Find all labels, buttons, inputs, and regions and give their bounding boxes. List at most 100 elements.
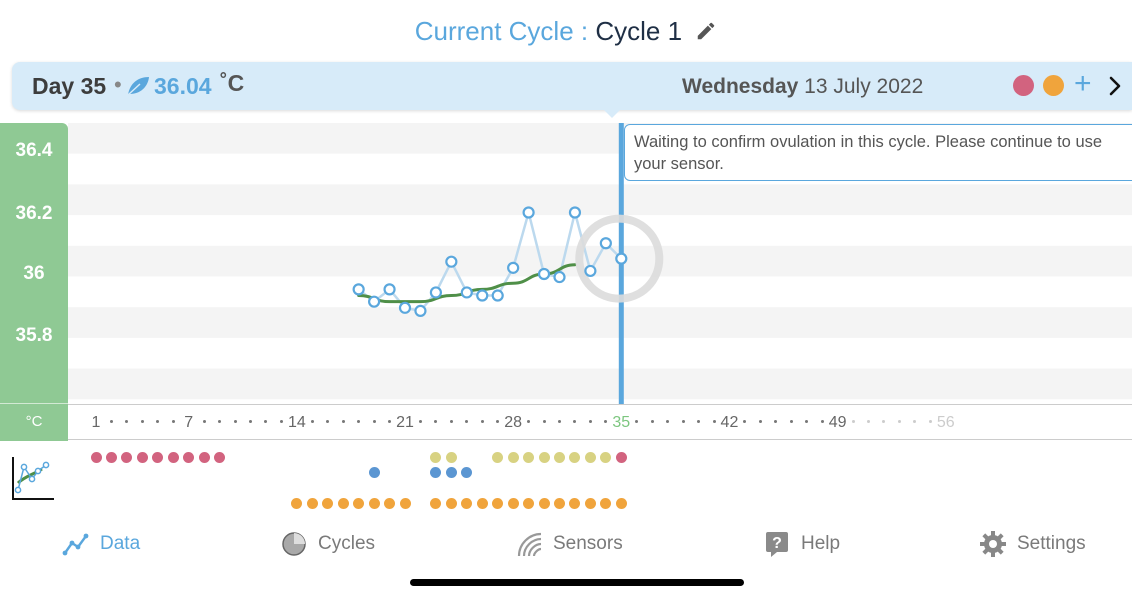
pink-marker[interactable]	[1013, 75, 1034, 96]
day-tick	[805, 420, 809, 423]
orange-dot[interactable]	[538, 497, 550, 509]
data-point	[615, 252, 628, 265]
cycle-name[interactable]: Cycle 1	[595, 16, 683, 46]
red-dot[interactable]	[167, 451, 179, 463]
page-title: Current Cycle : Cycle 1	[0, 16, 1132, 47]
orange-dot[interactable]	[569, 497, 581, 509]
day-tick	[867, 420, 870, 423]
day-tick	[357, 420, 361, 423]
nav-help[interactable]: ? Help	[763, 530, 840, 558]
day-tick	[496, 420, 500, 423]
orange-marker[interactable]	[1043, 75, 1064, 96]
chevron-right-icon[interactable]	[1108, 76, 1122, 96]
red-dot[interactable]	[121, 451, 133, 463]
day-axis-label: 42	[720, 414, 739, 431]
orange-dot[interactable]	[399, 497, 411, 509]
yellow-dot[interactable]	[507, 451, 519, 463]
temperature-chart[interactable]	[68, 123, 1132, 404]
orange-dot[interactable]	[306, 497, 318, 509]
blue-dot[interactable]	[368, 466, 380, 478]
data-point	[398, 301, 412, 314]
data-point	[537, 267, 551, 281]
yellow-dot[interactable]	[538, 451, 550, 463]
red-dot[interactable]	[214, 451, 226, 463]
orange-dot[interactable]	[492, 497, 504, 509]
yellow-dot[interactable]	[523, 451, 535, 463]
orange-dot[interactable]	[507, 497, 519, 509]
orange-dot[interactable]	[430, 497, 442, 509]
nav-data[interactable]: Data	[62, 530, 140, 558]
temperature-unit: ˚C	[220, 70, 245, 96]
day-tick	[913, 420, 917, 423]
red-dot[interactable]	[105, 451, 117, 463]
add-button[interactable]: +	[1074, 67, 1092, 100]
bar-pointer	[602, 108, 622, 118]
red-dot[interactable]	[152, 451, 164, 463]
day-tick	[789, 420, 793, 423]
day-tick	[388, 420, 392, 423]
edit-icon[interactable]	[695, 20, 717, 42]
orange-dot[interactable]	[337, 497, 349, 509]
day-tick	[666, 420, 670, 423]
day-tick	[109, 420, 113, 423]
cycles-icon	[282, 532, 306, 556]
end-dot[interactable]	[615, 451, 627, 463]
nav-settings[interactable]: Settings	[979, 530, 1086, 558]
orange-dot[interactable]	[445, 497, 457, 509]
day-tick	[465, 420, 469, 423]
orange-dot[interactable]	[615, 497, 627, 509]
data-point	[584, 264, 597, 278]
day-tick	[125, 420, 129, 423]
day-tick	[326, 420, 330, 423]
red-dot[interactable]	[136, 451, 148, 463]
day-tick	[743, 420, 747, 423]
orange-dot[interactable]	[322, 497, 334, 509]
blue-dot[interactable]	[430, 466, 442, 478]
day-tick	[882, 420, 886, 423]
orange-dot[interactable]	[476, 497, 488, 509]
day-axis[interactable]: 1 7 14 21 28 35 42 49 56	[68, 404, 1132, 440]
day-tick	[928, 420, 932, 423]
data-point	[553, 270, 566, 284]
day-tick	[712, 420, 716, 423]
yellow-dot[interactable]	[445, 451, 457, 463]
red-dot[interactable]	[90, 451, 102, 463]
date-label: Wednesday 13 July 2022	[682, 75, 923, 99]
gear-icon	[980, 531, 1006, 557]
grid-band	[68, 307, 1132, 338]
nav-sensors[interactable]: Sensors	[515, 530, 623, 558]
orange-dot[interactable]	[353, 497, 365, 509]
day-info-bar: Day 35 • 36.04 ˚C Wednesday 13 July 2022…	[12, 62, 1132, 110]
data-point	[460, 286, 473, 299]
orange-dot[interactable]	[600, 497, 612, 509]
svg-text:?: ?	[772, 535, 782, 552]
current-day-ring	[575, 214, 664, 303]
yellow-dot[interactable]	[569, 451, 581, 463]
orange-dot[interactable]	[368, 497, 380, 509]
red-dot[interactable]	[183, 451, 195, 463]
red-dot[interactable]	[198, 451, 210, 463]
chart-view-icon[interactable]	[10, 455, 56, 501]
home-indicator[interactable]	[410, 579, 744, 586]
yellow-dot[interactable]	[430, 451, 442, 463]
y-label: 36	[23, 263, 45, 284]
orange-dot[interactable]	[384, 497, 396, 509]
y-label: 36.2	[15, 203, 53, 224]
sensor-leaf-icon	[127, 77, 149, 96]
yellow-dot[interactable]	[492, 451, 504, 463]
yellow-dot[interactable]	[600, 451, 612, 463]
day-tick	[310, 420, 314, 423]
blue-dot[interactable]	[445, 466, 457, 478]
nav-cycles[interactable]: Cycles	[280, 530, 375, 558]
orange-dot[interactable]	[291, 497, 303, 509]
nav-label: Data	[100, 533, 141, 554]
orange-dot[interactable]	[554, 497, 565, 509]
day-axis-label: 21	[396, 414, 414, 431]
orange-dot[interactable]	[523, 497, 535, 509]
orange-dot[interactable]	[584, 497, 596, 509]
yellow-dot[interactable]	[554, 451, 565, 463]
blue-dot[interactable]	[461, 466, 473, 478]
orange-dot[interactable]	[461, 497, 473, 509]
day-tick	[588, 420, 592, 423]
yellow-dot[interactable]	[584, 451, 596, 463]
